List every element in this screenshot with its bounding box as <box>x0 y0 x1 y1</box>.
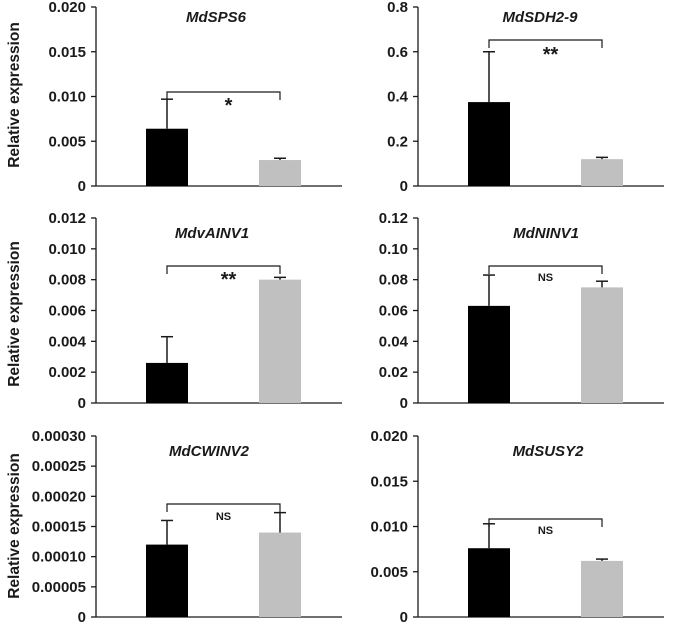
y-tick-label: 0.00030 <box>32 428 86 445</box>
bar-group-1 <box>146 362 188 403</box>
bar-group-2 <box>581 560 623 617</box>
y-tick-label: 0.010 <box>48 241 86 258</box>
y-tick-label: 0.00015 <box>32 519 86 536</box>
significance-bracket <box>166 503 281 512</box>
chart-title: MdSPS6 <box>186 9 247 26</box>
significance-bracket <box>488 39 603 48</box>
y-tick-label: 0.005 <box>370 564 408 581</box>
chart-title: MdSDH2-9 <box>502 9 578 26</box>
panel-sdh2-9: 0 0.2 0.4 0.6 0.8 MdSDH2-9 ** <box>387 0 664 195</box>
bar-group-1 <box>146 544 188 617</box>
bar-group-2 <box>259 532 301 617</box>
bar-group-2 <box>259 160 301 186</box>
y-tick-label: 0 <box>78 609 86 626</box>
y-tick-label: 0 <box>400 178 408 195</box>
y-tick-label: 0.2 <box>387 133 408 150</box>
y-tick-label: 0.06 <box>379 303 408 320</box>
y-tick-label: 0.10 <box>379 241 408 258</box>
y-tick-label: 0.8 <box>387 0 408 16</box>
bar-group-1 <box>146 128 188 186</box>
y-tick-label: 0.005 <box>48 133 86 150</box>
y-tick-label: 0.012 <box>48 210 86 227</box>
significance-label: NS <box>538 272 553 284</box>
y-tick-label: 0.020 <box>370 428 408 445</box>
significance-bracket <box>488 265 603 274</box>
significance-bracket <box>166 91 281 100</box>
y-tick-label: 0.00020 <box>32 488 86 505</box>
significance-label: * <box>225 95 233 117</box>
chart-title: MdNINV1 <box>513 225 579 242</box>
y-tick-label: 0 <box>400 609 408 626</box>
y-tick-label: 0.02 <box>379 364 408 381</box>
y-tick-label: 0.00025 <box>32 458 86 475</box>
panel-susy2: 0 0.005 0.010 0.015 0.020 MdSUSY2 NS <box>370 428 664 626</box>
bar-group-1 <box>468 102 510 186</box>
y-axis-label: Relative expression <box>6 453 23 599</box>
y-tick-label: 0.04 <box>379 333 409 350</box>
y-tick-label: 0.002 <box>48 364 86 381</box>
bar-group-1 <box>468 548 510 617</box>
significance-label: ** <box>543 44 559 66</box>
y-tick-label: 0.00010 <box>32 549 86 566</box>
panel-cwinv2: 0 0.00005 0.00010 0.00015 0.00020 0.00025 0.00… <box>32 428 342 626</box>
y-tick-label: 0.020 <box>48 0 86 16</box>
y-tick-label: 0.00005 <box>32 579 86 596</box>
y-axis-label: Relative expression <box>6 22 23 168</box>
panel-ninv1: 0 0.02 0.04 0.06 0.08 0.10 0.12 MdNINV1 NS <box>379 210 664 412</box>
chart-title: MdvAINV1 <box>175 225 249 242</box>
y-tick-label: 0.08 <box>379 272 408 289</box>
significance-label: NS <box>538 525 553 537</box>
bar-group-1 <box>468 305 510 403</box>
bar-group-2 <box>259 279 301 403</box>
y-tick-label: 0.006 <box>48 303 86 320</box>
y-tick-label: 0 <box>78 395 86 412</box>
y-tick-label: 0 <box>400 395 408 412</box>
y-axis-label: Relative expression <box>6 241 23 387</box>
significance-label: ** <box>221 269 237 291</box>
significance-bracket <box>166 265 281 274</box>
significance-label: NS <box>216 511 231 523</box>
y-tick-label: 0.010 <box>48 89 86 106</box>
panel-vainv1: 0 0.002 0.004 0.006 0.008 0.010 0.012 MdvAINV1 *… <box>48 210 342 412</box>
significance-bracket <box>488 518 603 527</box>
bar-group-2 <box>581 287 623 403</box>
y-tick-label: 0.015 <box>370 473 408 490</box>
panel-sps6: 0 0.005 0.010 0.015 0.020 MdSPS6 * <box>48 0 342 195</box>
chart-title: MdSUSY2 <box>513 443 585 460</box>
y-tick-label: 0.010 <box>370 519 408 536</box>
y-tick-label: 0.12 <box>379 210 408 227</box>
y-tick-label: 0.6 <box>387 44 408 61</box>
y-tick-label: 0.004 <box>48 333 86 350</box>
chart-title: MdCWINV2 <box>169 443 250 460</box>
y-tick-label: 0.015 <box>48 44 86 61</box>
y-tick-label: 0.4 <box>387 89 409 106</box>
y-tick-label: 0 <box>78 178 86 195</box>
y-axis-labels: Relative expression Relative expression Re… <box>6 22 23 599</box>
bar-group-2 <box>581 159 623 186</box>
y-tick-label: 0.008 <box>48 272 86 289</box>
